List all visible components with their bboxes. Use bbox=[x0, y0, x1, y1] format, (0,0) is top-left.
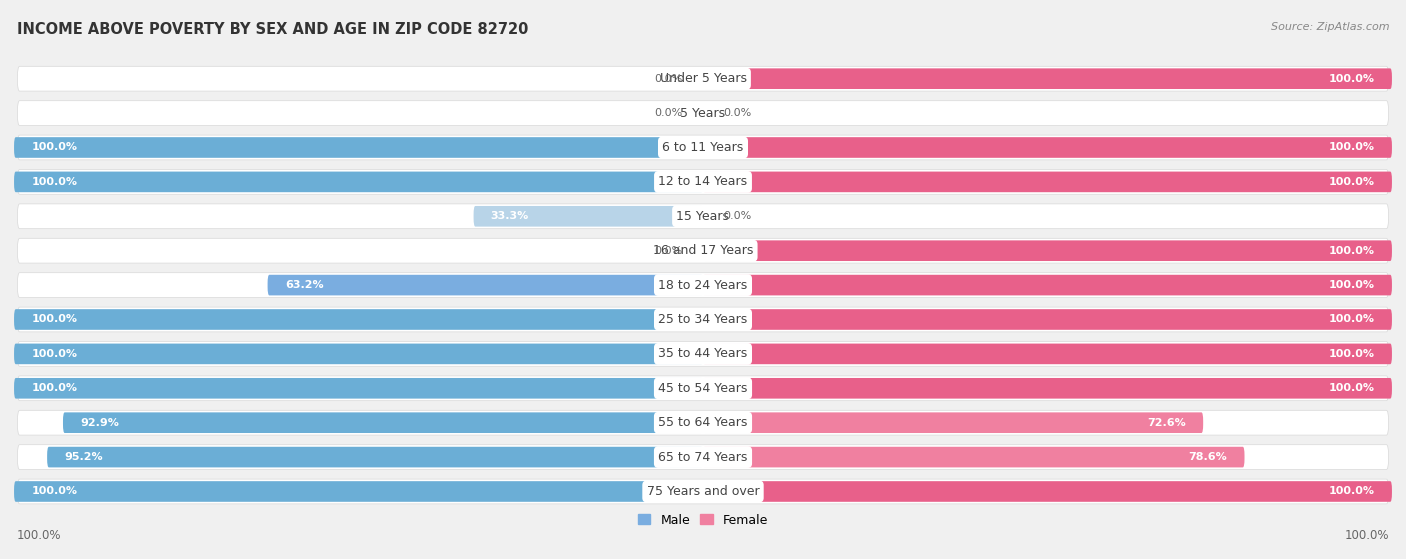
Text: 100.0%: 100.0% bbox=[1329, 383, 1375, 394]
FancyBboxPatch shape bbox=[703, 137, 1392, 158]
FancyBboxPatch shape bbox=[703, 68, 1392, 89]
Text: 65 to 74 Years: 65 to 74 Years bbox=[658, 451, 748, 463]
FancyBboxPatch shape bbox=[14, 137, 703, 158]
FancyBboxPatch shape bbox=[17, 307, 1389, 332]
Text: 55 to 64 Years: 55 to 64 Years bbox=[658, 416, 748, 429]
Text: 15 Years: 15 Years bbox=[676, 210, 730, 223]
Text: 78.6%: 78.6% bbox=[1188, 452, 1227, 462]
Text: 63.2%: 63.2% bbox=[285, 280, 323, 290]
Text: 0.0%: 0.0% bbox=[724, 211, 752, 221]
Text: 100.0%: 100.0% bbox=[17, 529, 62, 542]
FancyBboxPatch shape bbox=[17, 169, 1389, 195]
Text: 100.0%: 100.0% bbox=[1329, 246, 1375, 255]
Text: 0.0%: 0.0% bbox=[654, 74, 682, 84]
Text: 0.0%: 0.0% bbox=[654, 108, 682, 118]
FancyBboxPatch shape bbox=[703, 275, 1392, 295]
FancyBboxPatch shape bbox=[17, 204, 1389, 229]
Text: 100.0%: 100.0% bbox=[31, 383, 77, 394]
Text: 72.6%: 72.6% bbox=[1147, 418, 1185, 428]
Text: 100.0%: 100.0% bbox=[1329, 315, 1375, 324]
Text: 100.0%: 100.0% bbox=[1329, 177, 1375, 187]
Text: 92.9%: 92.9% bbox=[80, 418, 120, 428]
FancyBboxPatch shape bbox=[17, 410, 1389, 435]
FancyBboxPatch shape bbox=[17, 479, 1389, 504]
FancyBboxPatch shape bbox=[267, 275, 703, 295]
FancyBboxPatch shape bbox=[17, 101, 1389, 125]
Text: 12 to 14 Years: 12 to 14 Years bbox=[658, 176, 748, 188]
FancyBboxPatch shape bbox=[703, 309, 1392, 330]
FancyBboxPatch shape bbox=[703, 447, 1244, 467]
Text: 100.0%: 100.0% bbox=[1329, 74, 1375, 84]
FancyBboxPatch shape bbox=[17, 238, 1389, 263]
Text: 100.0%: 100.0% bbox=[1329, 349, 1375, 359]
FancyBboxPatch shape bbox=[474, 206, 703, 226]
FancyBboxPatch shape bbox=[703, 413, 1204, 433]
Text: 45 to 54 Years: 45 to 54 Years bbox=[658, 382, 748, 395]
FancyBboxPatch shape bbox=[14, 309, 703, 330]
FancyBboxPatch shape bbox=[14, 481, 703, 502]
Text: 100.0%: 100.0% bbox=[1329, 280, 1375, 290]
FancyBboxPatch shape bbox=[14, 344, 703, 364]
Text: 100.0%: 100.0% bbox=[1329, 143, 1375, 153]
Text: 100.0%: 100.0% bbox=[31, 486, 77, 496]
FancyBboxPatch shape bbox=[17, 376, 1389, 401]
FancyBboxPatch shape bbox=[17, 135, 1389, 160]
Text: INCOME ABOVE POVERTY BY SEX AND AGE IN ZIP CODE 82720: INCOME ABOVE POVERTY BY SEX AND AGE IN Z… bbox=[17, 22, 529, 37]
FancyBboxPatch shape bbox=[17, 67, 1389, 91]
FancyBboxPatch shape bbox=[703, 378, 1392, 399]
Text: 16 and 17 Years: 16 and 17 Years bbox=[652, 244, 754, 257]
Text: 6 to 11 Years: 6 to 11 Years bbox=[662, 141, 744, 154]
Text: 100.0%: 100.0% bbox=[31, 349, 77, 359]
Text: 100.0%: 100.0% bbox=[31, 315, 77, 324]
Text: 0.0%: 0.0% bbox=[654, 246, 682, 255]
Legend: Male, Female: Male, Female bbox=[633, 509, 773, 532]
Text: 25 to 34 Years: 25 to 34 Years bbox=[658, 313, 748, 326]
Text: 100.0%: 100.0% bbox=[1344, 529, 1389, 542]
FancyBboxPatch shape bbox=[17, 273, 1389, 297]
Text: 100.0%: 100.0% bbox=[31, 143, 77, 153]
FancyBboxPatch shape bbox=[703, 481, 1392, 502]
Text: 5 Years: 5 Years bbox=[681, 107, 725, 120]
Text: Under 5 Years: Under 5 Years bbox=[659, 72, 747, 85]
Text: 18 to 24 Years: 18 to 24 Years bbox=[658, 278, 748, 292]
Text: 33.3%: 33.3% bbox=[491, 211, 529, 221]
FancyBboxPatch shape bbox=[48, 447, 703, 467]
FancyBboxPatch shape bbox=[703, 344, 1392, 364]
Text: 75 Years and over: 75 Years and over bbox=[647, 485, 759, 498]
Text: 100.0%: 100.0% bbox=[1329, 486, 1375, 496]
Text: 35 to 44 Years: 35 to 44 Years bbox=[658, 347, 748, 361]
Text: 95.2%: 95.2% bbox=[65, 452, 103, 462]
FancyBboxPatch shape bbox=[63, 413, 703, 433]
FancyBboxPatch shape bbox=[17, 445, 1389, 470]
FancyBboxPatch shape bbox=[14, 378, 703, 399]
Text: Source: ZipAtlas.com: Source: ZipAtlas.com bbox=[1271, 22, 1389, 32]
FancyBboxPatch shape bbox=[703, 240, 1392, 261]
Text: 0.0%: 0.0% bbox=[724, 108, 752, 118]
FancyBboxPatch shape bbox=[17, 342, 1389, 366]
Text: 100.0%: 100.0% bbox=[31, 177, 77, 187]
FancyBboxPatch shape bbox=[703, 172, 1392, 192]
FancyBboxPatch shape bbox=[14, 172, 703, 192]
